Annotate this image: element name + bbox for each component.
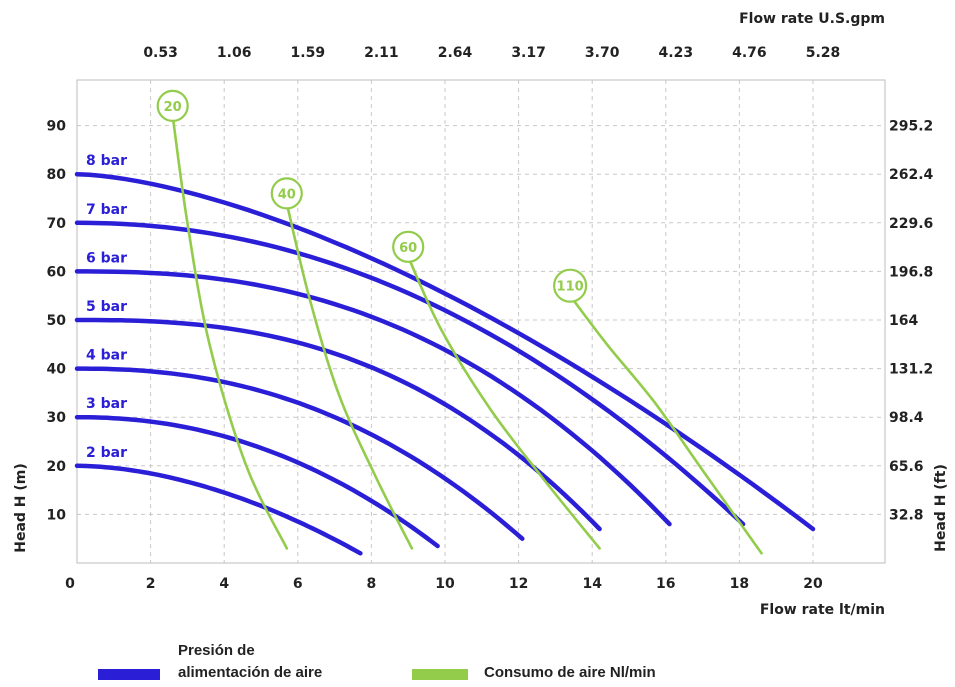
y-tick-label: 70 (47, 216, 67, 232)
x-tick-label: 0 (65, 576, 75, 592)
air-curve-label: 110 (557, 280, 584, 295)
x-tick-label: 4 (219, 576, 229, 592)
top-axis-ticks: 0.53 1.06 1.59 2.11 2.64 3.17 3.70 4.23 4.76 5.28 (143, 45, 840, 61)
x-tick-label: 10 (435, 576, 455, 592)
air-consumption-curve (568, 294, 763, 555)
y-tick-label: 90 (47, 119, 67, 135)
air-legend-label: Consumo de aire Nl/min (484, 664, 656, 681)
y-tick-label: 40 (47, 362, 67, 378)
pressure-curve-label: 2 bar (86, 445, 127, 461)
right-tick-label: 262.4 (889, 167, 934, 183)
right-axis-title: Head H (ft) (933, 464, 949, 552)
pressure-curves: 2 bar 3 bar 4 bar 5 bar 6 bar 7 bar 8 bar (74, 153, 816, 556)
air-curve-label-circle (270, 177, 303, 210)
top-tick-label: 1.59 (291, 45, 326, 61)
y-tick-label: 20 (47, 459, 67, 475)
y-tick-label: 50 (47, 313, 67, 329)
pressure-curve (74, 414, 440, 549)
pressure-legend-swatch (98, 669, 160, 680)
right-axis-ticks: 32.8 65.6 98.4 131.2 164 196.8 229.6 262.4 295.2 (889, 119, 934, 524)
x-tick-label: 6 (293, 576, 303, 592)
pressure-curve (74, 317, 602, 532)
pressure-curve (74, 463, 363, 556)
right-tick-label: 295.2 (889, 119, 933, 135)
top-tick-label: 3.70 (585, 45, 620, 61)
air-curve-label-circle (156, 89, 189, 122)
air-curve-label-circle (553, 268, 588, 303)
top-tick-label: 3.17 (511, 45, 546, 61)
pressure-curve-label: 5 bar (86, 299, 127, 315)
pressure-curve-label: 3 bar (86, 396, 127, 412)
pressure-curve-label: 4 bar (86, 348, 127, 364)
right-tick-label: 98.4 (889, 410, 924, 426)
top-tick-label: 2.11 (364, 45, 399, 61)
top-tick-label: 5.28 (806, 45, 841, 61)
y-tick-label: 10 (47, 507, 67, 523)
top-axis-title: Flow rate U.S.gpm (739, 11, 885, 27)
right-tick-label: 229.6 (889, 216, 933, 232)
pressure-legend-label-2: alimentación de aire (178, 664, 323, 681)
x-tick-label: 12 (509, 576, 528, 592)
pressure-curve (74, 171, 816, 532)
right-tick-label: 131.2 (889, 362, 933, 378)
pressure-legend-label-1: Presión de (178, 642, 255, 659)
top-tick-label: 4.76 (732, 45, 767, 61)
pressure-curve-label: 7 bar (86, 202, 127, 218)
air-consumption-curve (406, 255, 601, 550)
y-tick-label: 30 (47, 410, 67, 426)
top-tick-label: 4.23 (659, 45, 694, 61)
x-tick-label: 16 (656, 576, 675, 592)
top-tick-label: 0.53 (143, 45, 178, 61)
x-axis-ticks: 0 2 4 6 8 10 12 14 16 18 20 (65, 576, 823, 592)
right-tick-label: 32.8 (889, 507, 924, 523)
air-curve-label: 60 (399, 241, 417, 256)
air-curve-label: 40 (278, 187, 296, 202)
top-tick-label: 2.64 (438, 45, 473, 61)
right-tick-label: 196.8 (889, 264, 933, 280)
pressure-curve-label: 8 bar (86, 153, 127, 169)
pressure-curve (74, 366, 525, 541)
x-axis-title: Flow rate lt/min (760, 602, 885, 618)
pressure-curve (74, 269, 672, 527)
air-curve-label-circle (392, 230, 425, 263)
x-tick-label: 2 (146, 576, 156, 592)
air-consumption-curves: 20 40 60 110 (156, 89, 763, 555)
x-tick-label: 20 (803, 576, 823, 592)
y-axis-ticks: 10 20 30 40 50 60 70 80 90 (47, 119, 67, 524)
air-consumption-curve (171, 114, 289, 550)
right-tick-label: 164 (889, 313, 918, 329)
x-tick-label: 8 (367, 576, 377, 592)
y-tick-label: 60 (47, 264, 67, 280)
top-tick-label: 1.06 (217, 45, 252, 61)
air-curve-label: 20 (164, 100, 182, 115)
pressure-curve-label: 6 bar (86, 250, 127, 266)
y-tick-label: 80 (47, 167, 67, 183)
air-legend-swatch (412, 669, 468, 680)
x-tick-label: 18 (730, 576, 749, 592)
right-tick-label: 65.6 (889, 459, 924, 475)
air-consumption-curve (285, 202, 414, 550)
y-axis-title: Head H (m) (13, 463, 29, 553)
x-tick-label: 14 (582, 576, 602, 592)
